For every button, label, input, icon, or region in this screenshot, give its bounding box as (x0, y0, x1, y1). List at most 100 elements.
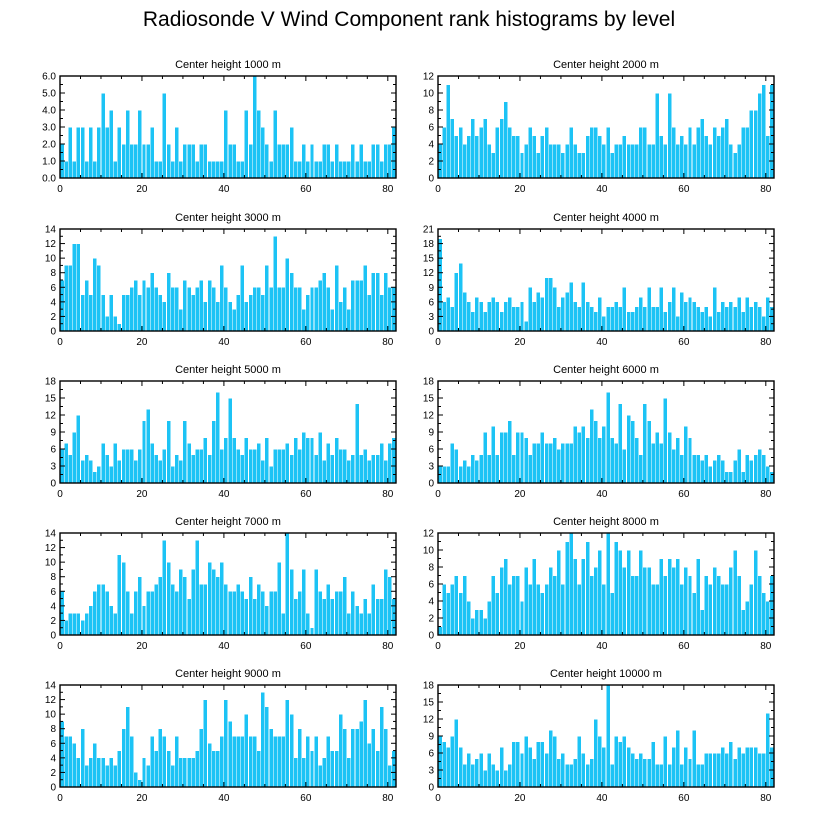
histogram-bar (268, 286, 274, 332)
histogram-bar (76, 612, 81, 636)
histogram-panel: Center height 3000 m 0 20 40 60 80 0 2 4 6 8 10 12 14 (45, 212, 397, 348)
histogram-bar (178, 160, 184, 179)
histogram-bar (716, 311, 722, 332)
histogram-bar (158, 160, 163, 179)
histogram-bar (708, 752, 713, 788)
histogram-bar (736, 575, 742, 636)
histogram-bar (350, 143, 356, 179)
histogram-bar (556, 758, 562, 788)
histogram-bar (285, 143, 290, 179)
histogram-bar (454, 718, 459, 788)
histogram-bar (71, 431, 77, 484)
histogram-bar (642, 403, 648, 484)
histogram-bar (683, 301, 689, 332)
histogram-bar (371, 454, 376, 484)
histogram-bar (285, 443, 290, 484)
histogram-bar (601, 316, 607, 332)
x-tick-label: 20 (136, 489, 148, 500)
histogram-bar (708, 465, 713, 484)
histogram-bar (121, 294, 126, 332)
histogram-bar (601, 747, 607, 788)
histogram-bar (470, 118, 476, 179)
histogram-bar (531, 758, 537, 788)
histogram-bar (695, 306, 701, 332)
histogram-bar (174, 126, 180, 179)
histogram-bar (88, 757, 94, 788)
histogram-bar (511, 741, 517, 788)
histogram-panel: Center height 2000 m 0 20 40 60 80 0 2 4 6 8 10 12 (423, 59, 775, 195)
histogram-bar (235, 735, 241, 788)
histogram-bar (511, 135, 517, 179)
histogram-bar (613, 443, 619, 484)
histogram-bar (695, 558, 701, 636)
histogram-bar (540, 431, 545, 484)
histogram-bar (503, 769, 508, 788)
histogram-bar (667, 301, 672, 332)
y-tick-label: 12 (423, 72, 435, 83)
histogram-bar (568, 532, 574, 636)
panel-title: Center height 10000 m (550, 668, 662, 680)
histogram-bar (293, 757, 298, 788)
histogram-bar (572, 426, 578, 484)
histogram-bar (211, 750, 217, 788)
histogram-bar (362, 160, 368, 179)
histogram-bar (170, 286, 176, 332)
histogram-bar (166, 750, 171, 788)
x-tick-label: 20 (514, 641, 526, 652)
histogram-bar (581, 282, 586, 332)
histogram-bar (63, 620, 69, 636)
histogram-bar (613, 735, 619, 788)
histogram-bar (317, 764, 323, 788)
histogram-bar (634, 758, 640, 788)
histogram-bar (227, 721, 233, 788)
histogram-bar (272, 735, 278, 788)
histogram-bar (112, 612, 118, 636)
histogram-bar (728, 741, 734, 788)
panel-title: Center height 5000 m (175, 364, 281, 376)
histogram-bar (207, 279, 212, 332)
x-tick-label: 60 (300, 793, 312, 804)
histogram-bar (482, 617, 488, 636)
histogram-bar (235, 160, 241, 179)
histogram-bar (301, 308, 307, 332)
histogram-bar (613, 143, 619, 179)
histogram-bar (182, 143, 188, 179)
histogram-bar (186, 443, 192, 484)
histogram-bar (227, 397, 233, 484)
histogram-bar (466, 135, 472, 179)
x-tick-label: 20 (136, 337, 148, 348)
histogram-bar (223, 109, 229, 179)
histogram-bar (350, 728, 356, 788)
y-tick-label: 8 (428, 563, 434, 574)
histogram-bar (166, 143, 171, 179)
histogram-bar (194, 750, 200, 788)
histogram-bar (577, 583, 582, 636)
x-tick-label: 60 (300, 184, 312, 195)
figure-title: Radiosonde V Wind Component rank histogr… (142, 8, 676, 31)
histogram-bar (630, 311, 635, 332)
histogram-bar (268, 465, 274, 484)
histogram-bar (104, 316, 110, 332)
histogram-bar (219, 265, 225, 332)
histogram-bar (753, 301, 758, 332)
histogram-bar (658, 135, 664, 179)
histogram-bar (699, 460, 705, 484)
x-tick-label: 60 (678, 489, 690, 500)
histogram-bar (720, 126, 726, 179)
y-tick-label: 2 (428, 157, 434, 168)
histogram-bar (133, 590, 139, 636)
histogram-bar (207, 561, 212, 636)
histogram-bar (531, 558, 537, 636)
histogram-bar (708, 583, 713, 636)
histogram-bar (334, 265, 339, 332)
histogram-bar (84, 160, 89, 179)
histogram-bar (211, 420, 217, 484)
histogram-bar (749, 109, 754, 179)
histogram-bar (227, 143, 233, 179)
y-tick-label: 10 (423, 546, 435, 557)
histogram-bar (572, 143, 578, 179)
histogram-bar (80, 294, 85, 332)
histogram-bar (724, 118, 730, 179)
histogram-bar (170, 465, 176, 484)
histogram-bar (301, 431, 307, 484)
